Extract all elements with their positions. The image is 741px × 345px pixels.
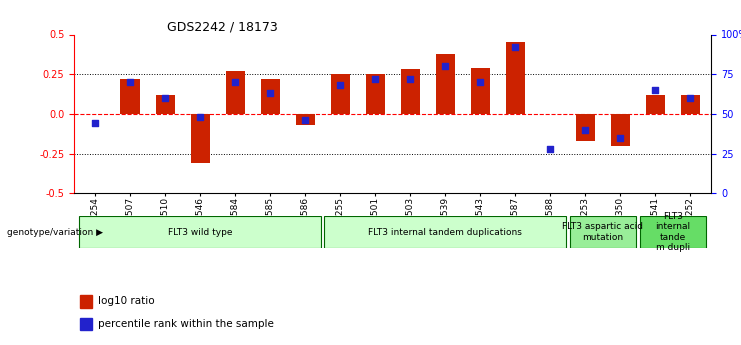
FancyBboxPatch shape [570, 216, 636, 248]
FancyBboxPatch shape [79, 216, 321, 248]
Bar [611, 114, 630, 146]
Bar [401, 69, 420, 114]
Text: FLT3 aspartic acid
mutation: FLT3 aspartic acid mutation [562, 222, 643, 242]
FancyBboxPatch shape [325, 216, 566, 248]
Text: GDS2242 / 18173: GDS2242 / 18173 [167, 21, 278, 34]
Text: FLT3 internal tandem duplications: FLT3 internal tandem duplications [368, 227, 522, 237]
Point [649, 87, 661, 93]
Text: percentile rank within the sample: percentile rank within the sample [99, 319, 274, 329]
Bar [645, 95, 665, 114]
Bar [190, 114, 210, 163]
Bar [330, 74, 350, 114]
Point [89, 121, 101, 126]
Bar [576, 114, 595, 141]
Bar [121, 79, 140, 114]
Bar [436, 53, 455, 114]
Point [509, 45, 521, 50]
Bar [365, 74, 385, 114]
Text: log10 ratio: log10 ratio [99, 296, 155, 306]
Point [265, 90, 276, 96]
Point [159, 95, 171, 101]
Point [334, 82, 346, 88]
Point [545, 146, 556, 151]
Point [229, 79, 241, 85]
Point [579, 127, 591, 132]
Point [405, 76, 416, 82]
Point [685, 95, 697, 101]
Point [124, 79, 136, 85]
Bar [156, 95, 175, 114]
Bar [225, 71, 245, 114]
Bar [471, 68, 490, 114]
Bar [81, 295, 92, 308]
Bar [505, 42, 525, 114]
Point [369, 76, 381, 82]
Text: FLT3 wild type: FLT3 wild type [168, 227, 233, 237]
Bar [261, 79, 280, 114]
Point [299, 117, 311, 123]
FancyBboxPatch shape [639, 216, 706, 248]
Point [474, 79, 486, 85]
Bar [296, 114, 315, 125]
Text: genotype/variation ▶: genotype/variation ▶ [7, 228, 104, 237]
Bar [81, 318, 92, 330]
Point [194, 114, 206, 120]
Bar [681, 95, 700, 114]
Point [439, 63, 451, 69]
Point [614, 135, 626, 140]
Text: FLT3
internal
tande
m dupli: FLT3 internal tande m dupli [655, 212, 691, 252]
